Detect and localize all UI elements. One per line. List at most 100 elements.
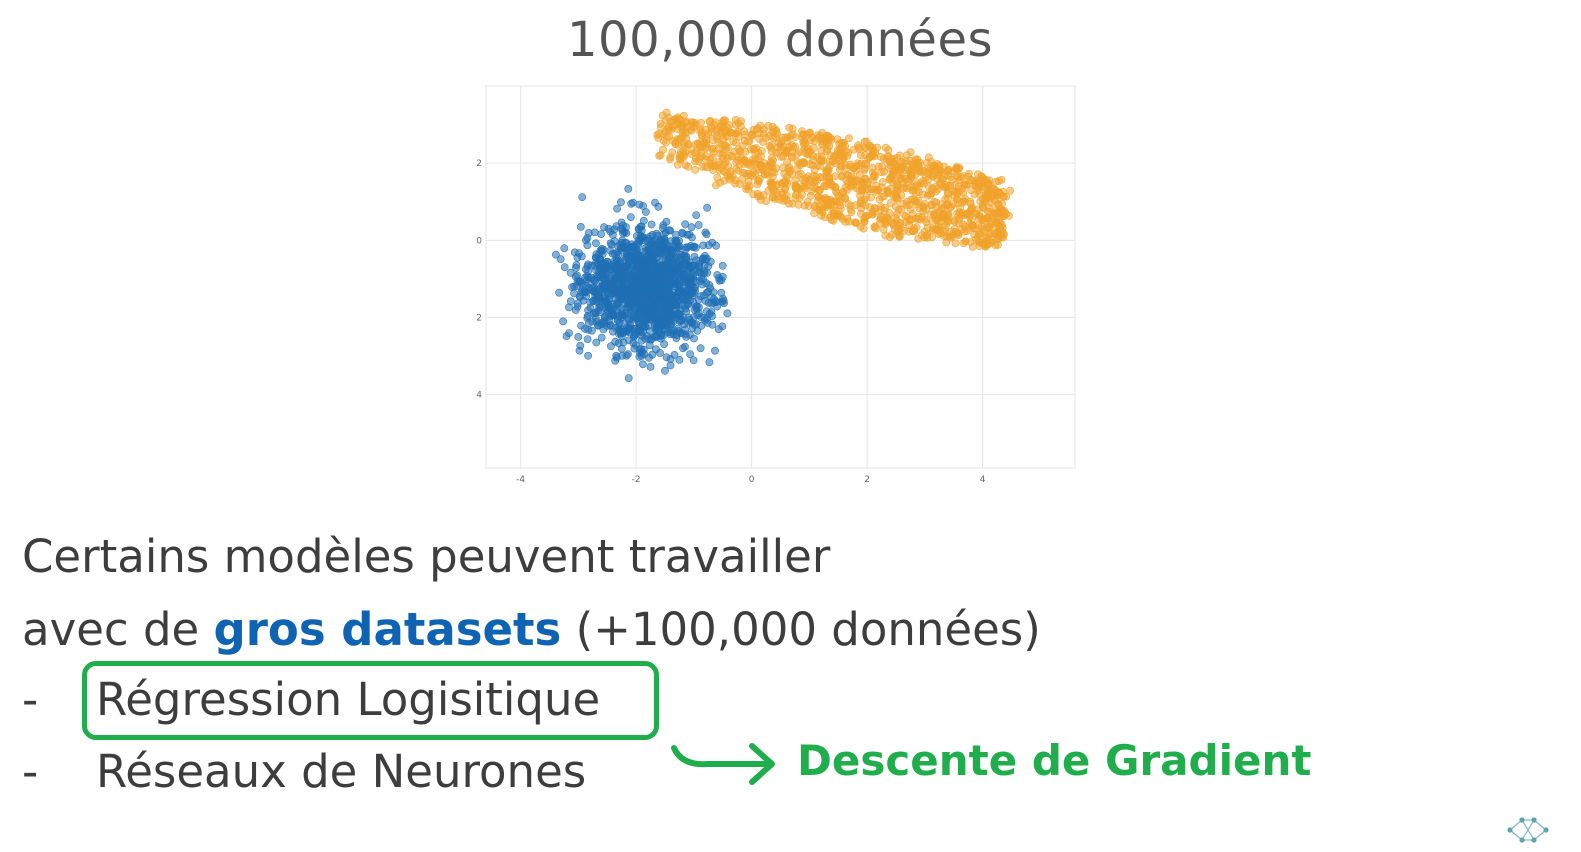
scatter-point-blue [616, 198, 625, 207]
scatter-point-orange [952, 165, 961, 174]
scatter-point-orange [981, 197, 990, 206]
scatter-point-blue [681, 301, 689, 310]
scatter-point-orange [962, 210, 970, 218]
scatter-point-orange [865, 142, 874, 150]
scatter-point-blue [674, 286, 683, 294]
scatter-point-blue [637, 336, 646, 345]
scatter-point-orange [732, 129, 741, 138]
scatter-point-orange [653, 131, 662, 139]
scatter-point-orange [959, 172, 968, 180]
scatter-point-blue [653, 231, 662, 240]
scatter-point-blue [608, 249, 617, 258]
y-tick-label: 2 [476, 159, 482, 169]
scatter-point-blue [649, 303, 658, 312]
scatter-point-orange [837, 172, 846, 181]
scatter-point-blue [616, 258, 625, 267]
scatter-point-blue [685, 273, 694, 282]
scatter-point-orange [979, 239, 988, 248]
scatter-point-orange [951, 239, 960, 248]
scatter-point-orange [734, 145, 743, 154]
scatter-point-blue [552, 250, 560, 259]
scatter-point-blue [670, 350, 679, 359]
scatter-point-blue [696, 292, 705, 301]
scatter-point-orange [709, 144, 718, 153]
scatter-point-orange [864, 155, 872, 163]
scatter-point-blue [597, 230, 606, 238]
scatter-point-blue [640, 350, 649, 359]
scatter-point-orange [953, 195, 962, 204]
scatter-point-orange [764, 186, 773, 195]
scatter-point-orange [801, 176, 809, 185]
scatter-point-blue [675, 236, 683, 245]
scatter-point-orange [974, 170, 982, 179]
scatter-point-blue [675, 262, 684, 271]
scatter-point-orange [776, 142, 785, 151]
scatter-point-blue [630, 258, 639, 267]
chart-title: 100,000 données [567, 12, 993, 68]
scatter-point-orange [936, 229, 945, 238]
scatter-point-blue [610, 261, 619, 270]
scatter-point-blue [702, 254, 711, 263]
scatter-point-orange [881, 220, 890, 228]
scatter-point-orange [888, 177, 897, 186]
scatter-point-orange [995, 177, 1003, 185]
highlight-gros-datasets: gros datasets [213, 603, 562, 656]
scatter-point-orange [954, 229, 963, 238]
scatter-point-blue [583, 241, 592, 250]
scatter-plot: -4 -2 0 2 4 2 0 2 4 [476, 85, 1076, 485]
scatter-point-blue [637, 256, 646, 265]
scatter-point-orange [826, 161, 834, 170]
scatter-point-orange [857, 196, 865, 205]
scatter-point-blue [651, 345, 660, 354]
scatter-point-orange [723, 132, 732, 141]
scatter-point-orange [738, 168, 747, 177]
scatter-point-orange [985, 230, 993, 239]
scatter-point-blue [714, 325, 723, 334]
scatter-point-orange [662, 108, 671, 117]
scatter-point-orange [708, 128, 716, 137]
scatter-point-orange [840, 193, 849, 202]
scatter-point-orange [836, 204, 845, 213]
scatter-point-blue [696, 344, 705, 353]
scatter-point-orange [914, 213, 923, 221]
scatter-point-blue [693, 326, 702, 335]
scatter-point-orange [722, 168, 730, 177]
scatter-point-orange [831, 187, 840, 196]
bullet-dash: - [22, 673, 39, 726]
scatter-point-blue [685, 315, 694, 324]
scatter-point-blue [671, 230, 680, 239]
scatter-point-orange [656, 123, 665, 132]
scatter-point-blue [690, 252, 699, 261]
scatter-point-orange [731, 179, 739, 188]
scatter-point-blue [679, 344, 687, 353]
scatter-point-orange [990, 185, 999, 194]
scatter-point-blue [626, 308, 635, 317]
scatter-point-blue [624, 185, 633, 193]
x-tick-label: 4 [980, 475, 986, 485]
scatter-point-blue [655, 305, 664, 314]
scatter-point-blue [681, 245, 690, 254]
scatter-point-blue [643, 308, 651, 317]
scatter-point-orange [767, 154, 776, 163]
scatter-point-blue [622, 351, 631, 360]
scatter-point-blue [619, 329, 627, 337]
scatter-point-blue [687, 223, 696, 232]
scatter-point-blue [617, 344, 626, 353]
scatter-point-orange [846, 160, 855, 169]
scatter-point-orange [893, 154, 902, 162]
scatter-point-orange [893, 227, 902, 236]
scatter-point-blue [600, 317, 608, 326]
scatter-point-orange [826, 213, 834, 222]
scatter-point-blue [635, 286, 644, 295]
scatter-point-blue [667, 291, 676, 299]
scatter-point-blue [637, 278, 646, 287]
scatter-point-orange [780, 169, 789, 178]
scatter-point-orange [972, 235, 980, 244]
scatter-point-blue [582, 265, 590, 274]
scatter-point-orange [826, 200, 835, 209]
scatter-point-blue [627, 199, 636, 208]
scatter-point-blue [645, 275, 654, 284]
x-tick-label: 0 [749, 475, 755, 485]
scatter-point-blue [583, 234, 592, 242]
scatter-point-blue [709, 298, 718, 307]
